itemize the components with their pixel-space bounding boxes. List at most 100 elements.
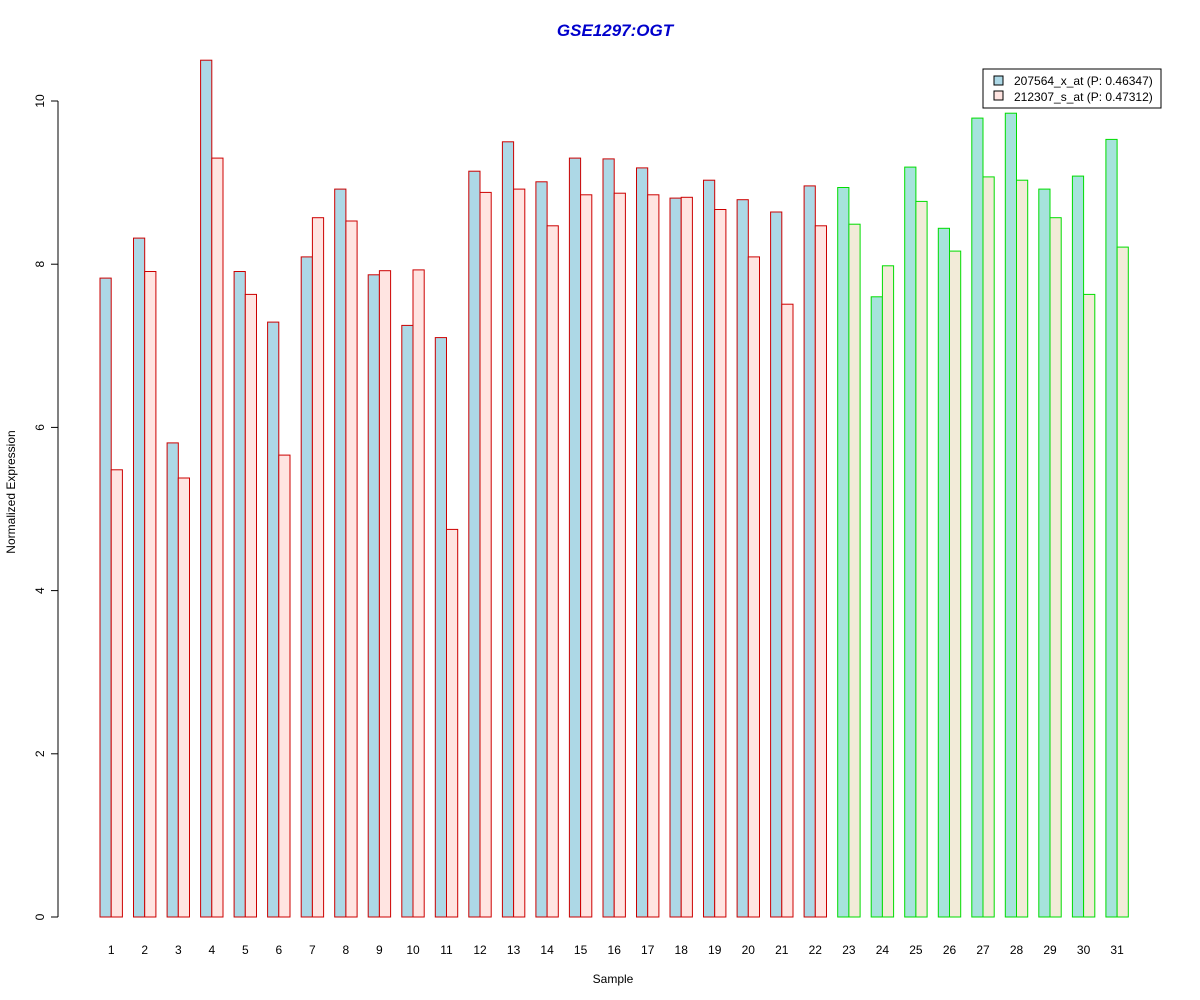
bar-sample-28-series-1 <box>1004 112 1017 918</box>
x-tick-label: 8 <box>343 943 350 957</box>
x-tick-label: 16 <box>608 943 622 957</box>
y-axis: 0 2 4 6 8 10 <box>33 94 59 920</box>
y-tick-label: 10 <box>33 94 47 108</box>
bar-sample-21-series-1 <box>770 211 783 918</box>
x-tick-label: 9 <box>376 943 383 957</box>
x-axis-label: Sample <box>593 972 634 986</box>
bar-sample-16-series-2 <box>613 192 626 918</box>
legend-key-series-1 <box>993 75 1004 86</box>
bar-sample-18-series-1 <box>669 197 682 918</box>
bar-sample-29-series-2 <box>1049 217 1062 918</box>
x-tick-label: 18 <box>675 943 689 957</box>
bar-sample-6-series-2 <box>278 454 291 918</box>
x-tick-label: 3 <box>175 943 182 957</box>
bar-sample-22-series-2 <box>814 225 827 918</box>
x-tick-label: 20 <box>742 943 756 957</box>
bar-sample-8-series-2 <box>345 220 358 918</box>
bar-sample-2-series-2 <box>144 271 157 918</box>
bar-sample-11-series-2 <box>446 528 459 918</box>
bar-sample-2-series-1 <box>133 237 146 918</box>
bar-sample-9-series-1 <box>367 274 380 918</box>
y-tick-label: 8 <box>33 261 47 268</box>
x-tick-label: 5 <box>242 943 249 957</box>
bar-sample-31-series-2 <box>1116 246 1129 918</box>
bar-sample-3-series-2 <box>177 477 191 918</box>
bar-sample-7-series-1 <box>300 256 313 918</box>
bar-sample-7-series-2 <box>311 217 325 918</box>
bar-sample-16-series-1 <box>602 158 615 918</box>
bar-sample-19-series-2 <box>714 209 727 918</box>
bar-sample-13-series-1 <box>501 141 515 918</box>
bar-sample-26-series-1 <box>937 227 950 918</box>
y-tick-label: 4 <box>33 587 47 594</box>
bar-sample-24-series-2 <box>881 265 895 918</box>
bar-sample-12-series-2 <box>479 191 492 918</box>
bar-sample-24-series-1 <box>870 296 883 918</box>
bar-sample-29-series-1 <box>1038 188 1051 918</box>
bar-sample-5-series-1 <box>233 271 246 918</box>
bar-sample-31-series-1 <box>1105 138 1118 918</box>
x-tick-label: 15 <box>574 943 588 957</box>
x-tick-label: 26 <box>943 943 957 957</box>
x-tick-label: 12 <box>473 943 487 957</box>
bar-sample-21-series-2 <box>781 303 794 918</box>
legend-label-series-1: 207564_x_at (P: 0.46347) <box>1014 74 1153 88</box>
bar-sample-18-series-2 <box>680 196 693 918</box>
x-tick-label: 29 <box>1043 943 1057 957</box>
x-tick-label: 6 <box>275 943 282 957</box>
bar-sample-20-series-1 <box>736 199 749 918</box>
x-tick-label: 23 <box>842 943 856 957</box>
legend-label-series-2: 212307_s_at (P: 0.47312) <box>1014 90 1153 104</box>
x-tick-label: 25 <box>909 943 923 957</box>
x-tick-label: 30 <box>1077 943 1091 957</box>
x-tick-label: 31 <box>1110 943 1124 957</box>
bar-sample-10-series-1 <box>401 324 414 918</box>
x-tick-label: 14 <box>540 943 554 957</box>
x-tick-label: 10 <box>406 943 420 957</box>
bar-sample-6-series-1 <box>267 321 280 918</box>
x-tick-label: 1 <box>108 943 115 957</box>
x-tick-label: 21 <box>775 943 789 957</box>
bar-sample-9-series-2 <box>378 270 392 918</box>
bar-sample-27-series-1 <box>971 117 984 918</box>
chart-title: GSE1297:OGT <box>557 21 675 40</box>
legend-box <box>982 68 1162 109</box>
bars-layer <box>99 59 1129 918</box>
bar-sample-4-series-1 <box>200 59 213 918</box>
y-axis-label: Normalized Expression <box>4 430 18 553</box>
bar-sample-30-series-1 <box>1071 175 1085 918</box>
bar-sample-30-series-2 <box>1083 293 1096 918</box>
x-tick-label: 11 <box>440 943 453 957</box>
bar-sample-25-series-2 <box>915 200 928 918</box>
y-tick-label: 6 <box>33 424 47 431</box>
bar-sample-28-series-2 <box>1016 179 1029 918</box>
bar-sample-14-series-2 <box>546 225 559 918</box>
bar-sample-8-series-1 <box>334 188 347 918</box>
bar-sample-3-series-1 <box>166 442 179 918</box>
bar-sample-26-series-2 <box>949 250 962 918</box>
x-tick-label: 22 <box>809 943 823 957</box>
bar-sample-1-series-2 <box>110 469 123 918</box>
bar-sample-22-series-1 <box>803 185 816 918</box>
bar-sample-23-series-1 <box>837 187 850 918</box>
x-tick-label: 28 <box>1010 943 1024 957</box>
x-tick-label: 19 <box>708 943 722 957</box>
bar-sample-5-series-2 <box>244 293 258 918</box>
x-tick-label: 27 <box>976 943 990 957</box>
x-tick-label: 7 <box>309 943 316 957</box>
bar-sample-14-series-1 <box>535 181 548 918</box>
bar-sample-25-series-1 <box>904 166 917 918</box>
bar-sample-13-series-2 <box>513 188 526 918</box>
x-tick-label: 2 <box>141 943 148 957</box>
bar-sample-17-series-1 <box>636 167 649 918</box>
y-tick-label: 2 <box>33 750 47 757</box>
bar-sample-10-series-2 <box>412 269 425 918</box>
bar-sample-1-series-1 <box>99 277 112 918</box>
bar-sample-23-series-2 <box>848 223 861 918</box>
x-tick-label: 17 <box>641 943 655 957</box>
bar-sample-15-series-2 <box>580 194 593 918</box>
bar-sample-19-series-1 <box>703 179 716 918</box>
legend-key-series-2 <box>993 90 1004 101</box>
bar-sample-4-series-2 <box>211 157 224 918</box>
